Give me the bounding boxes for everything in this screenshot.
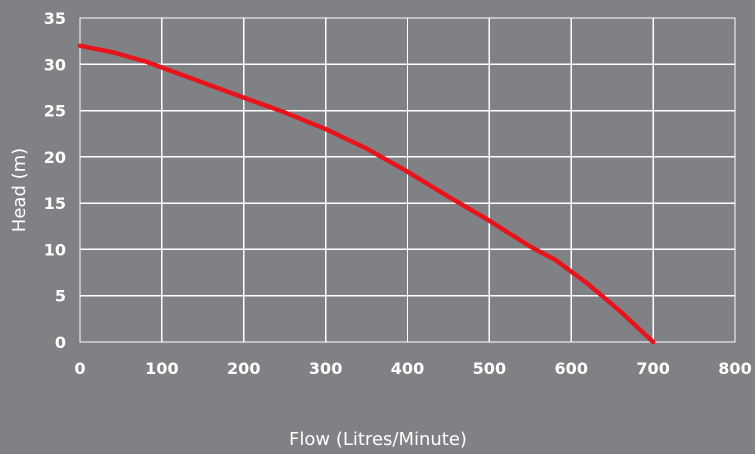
y-tick-label: 0	[55, 333, 66, 352]
y-tick-label: 5	[55, 287, 66, 306]
y-tick-label: 25	[44, 102, 66, 121]
y-tick-label: 10	[44, 240, 66, 259]
x-tick-label: 100	[145, 359, 178, 378]
x-axis-ticks: 0 100 200 300 400 500 600 700 800	[74, 359, 751, 378]
grid	[79, 17, 736, 343]
y-tick-label: 30	[44, 55, 66, 74]
x-tick-label: 300	[309, 359, 342, 378]
head-flow-curve	[77, 43, 656, 345]
x-tick-label: 600	[555, 359, 588, 378]
x-axis-title: Flow (Litres/Minute)	[289, 429, 467, 450]
x-tick-label: 0	[74, 359, 85, 378]
y-tick-label: 15	[44, 194, 66, 213]
x-tick-label: 200	[227, 359, 260, 378]
x-tick-label: 700	[636, 359, 669, 378]
y-axis-title: Head (m)	[9, 148, 30, 232]
x-tick-label: 500	[473, 359, 506, 378]
y-tick-label: 20	[44, 148, 66, 167]
x-tick-label: 400	[391, 359, 424, 378]
x-tick-label: 800	[718, 359, 751, 378]
y-axis-ticks: 0 5 10 15 20 25 30 35	[44, 9, 66, 352]
series-layer	[77, 43, 656, 345]
plot-frame	[79, 17, 736, 343]
y-tick-label: 35	[44, 9, 66, 28]
